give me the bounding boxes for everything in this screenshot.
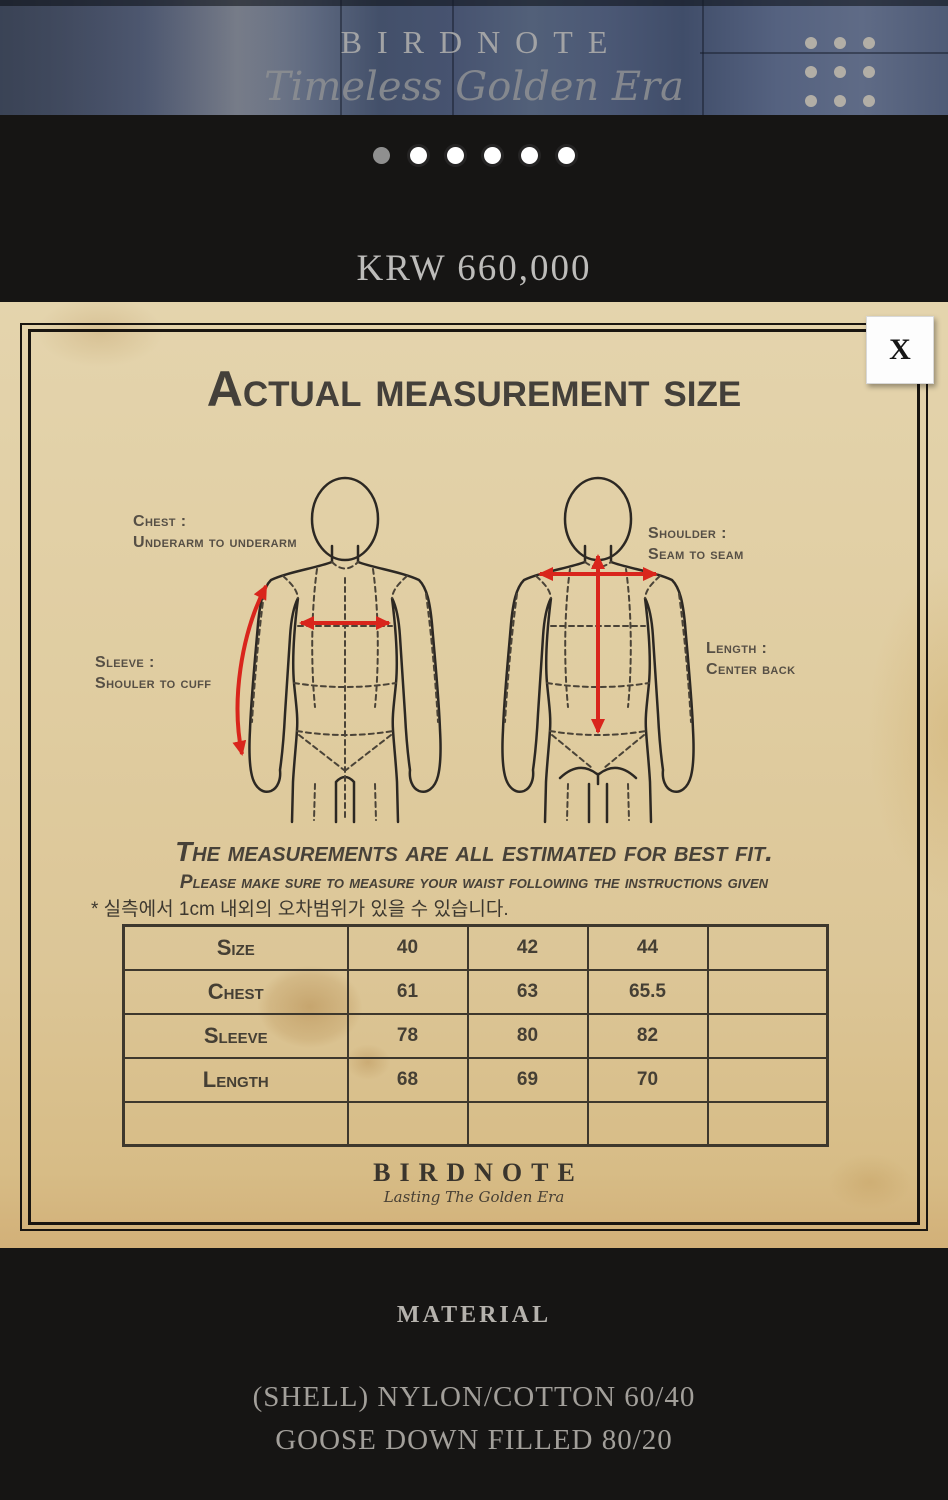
table-row (122, 1100, 829, 1147)
row-label: Size (122, 924, 349, 971)
cell (706, 1012, 829, 1059)
cell: 63 (466, 968, 589, 1015)
sleeve-measure-label: Sleeve : Shouler to cuff (95, 654, 212, 692)
cell (346, 1100, 469, 1147)
cell: 68 (346, 1056, 469, 1103)
table-row: Length 68 69 70 (122, 1056, 829, 1103)
cell: 80 (466, 1012, 589, 1059)
carousel-dot-active[interactable] (373, 147, 390, 164)
panel-frame-inner (28, 329, 920, 1225)
denim-seam (700, 52, 948, 54)
table-row: Chest 61 63 65.5 (122, 968, 829, 1015)
carousel-dot[interactable] (410, 147, 427, 164)
brand-tagline: Timeless Golden Era (263, 64, 685, 110)
cell (466, 1100, 589, 1147)
cell (706, 924, 829, 971)
cell: 61 (346, 968, 469, 1015)
carousel-dot[interactable] (521, 147, 538, 164)
note-best-fit: The measurements are all estimated for b… (175, 836, 773, 867)
denim-seam (340, 0, 342, 115)
panel-brand-logo: BIRDNOTE (373, 1158, 584, 1187)
cell: 70 (586, 1056, 709, 1103)
chest-measure-label: Chest : Underarm to underarm (133, 513, 297, 551)
carousel-dots (0, 147, 948, 164)
hero-banner: BIRDNOTE Timeless Golden Era (0, 0, 948, 115)
carousel-dot[interactable] (447, 147, 464, 164)
material-heading: MATERIAL (396, 1302, 552, 1328)
note-instructions: Please make sure to measure your waist f… (179, 872, 769, 893)
row-label: Length (122, 1056, 349, 1103)
shoulder-measure-label: Shoulder : Seam to seam (648, 525, 744, 563)
cell: 65.5 (586, 968, 709, 1015)
cell: 82 (586, 1012, 709, 1059)
carousel-dot[interactable] (558, 147, 575, 164)
measurement-diagram: Chest : Underarm to underarm Sleeve : Sh… (0, 462, 948, 832)
material-section: MATERIAL (SHELL) NYLON/COTTON 60/40 GOOS… (0, 1248, 948, 1500)
panel-brand-tagline: Lasting The Golden Era (383, 1188, 565, 1206)
cell: 78 (346, 1012, 469, 1059)
cell: 44 (586, 924, 709, 971)
product-price: KRW 660,000 (356, 248, 592, 289)
cell (706, 968, 829, 1015)
denim-seam (702, 0, 704, 115)
cell: 42 (466, 924, 589, 971)
row-label: Chest (122, 968, 349, 1015)
denim-seam (452, 0, 454, 115)
back-figure (501, 476, 695, 824)
panel-frame-outer (20, 323, 928, 1231)
chart-title: Actual measurement size (206, 361, 742, 417)
note-korean-tolerance: * 실측에서 1cm 내외의 오차범위가 있을 수 있습니다. (91, 899, 509, 920)
row-label: Sleeve (122, 1012, 349, 1059)
carousel-dot[interactable] (484, 147, 501, 164)
cell (586, 1100, 709, 1147)
cell (706, 1056, 829, 1103)
material-line: GOOSE DOWN FILLED 80/20 (275, 1424, 673, 1456)
size-table: Size 40 42 44 Chest 61 63 65.5 Sleeve 78… (122, 924, 829, 1147)
cell: 69 (466, 1056, 589, 1103)
cell: 40 (346, 924, 469, 971)
table-row: Sleeve 78 80 82 (122, 1012, 829, 1059)
close-button[interactable]: X (866, 316, 934, 384)
brand-logo: BIRDNOTE (340, 24, 623, 60)
length-measure-label: Length : Center back (706, 640, 796, 678)
table-row: Size 40 42 44 (122, 924, 829, 971)
menu-grid-icon[interactable] (805, 37, 875, 107)
front-figure (232, 476, 442, 824)
row-label (122, 1100, 349, 1147)
cell (706, 1100, 829, 1147)
sleeve-measure-arrow (232, 584, 268, 756)
body-figures-svg (232, 476, 695, 824)
material-line: (SHELL) NYLON/COTTON 60/40 (252, 1381, 696, 1413)
size-chart-panel: X Actual measurement size (0, 302, 948, 1248)
